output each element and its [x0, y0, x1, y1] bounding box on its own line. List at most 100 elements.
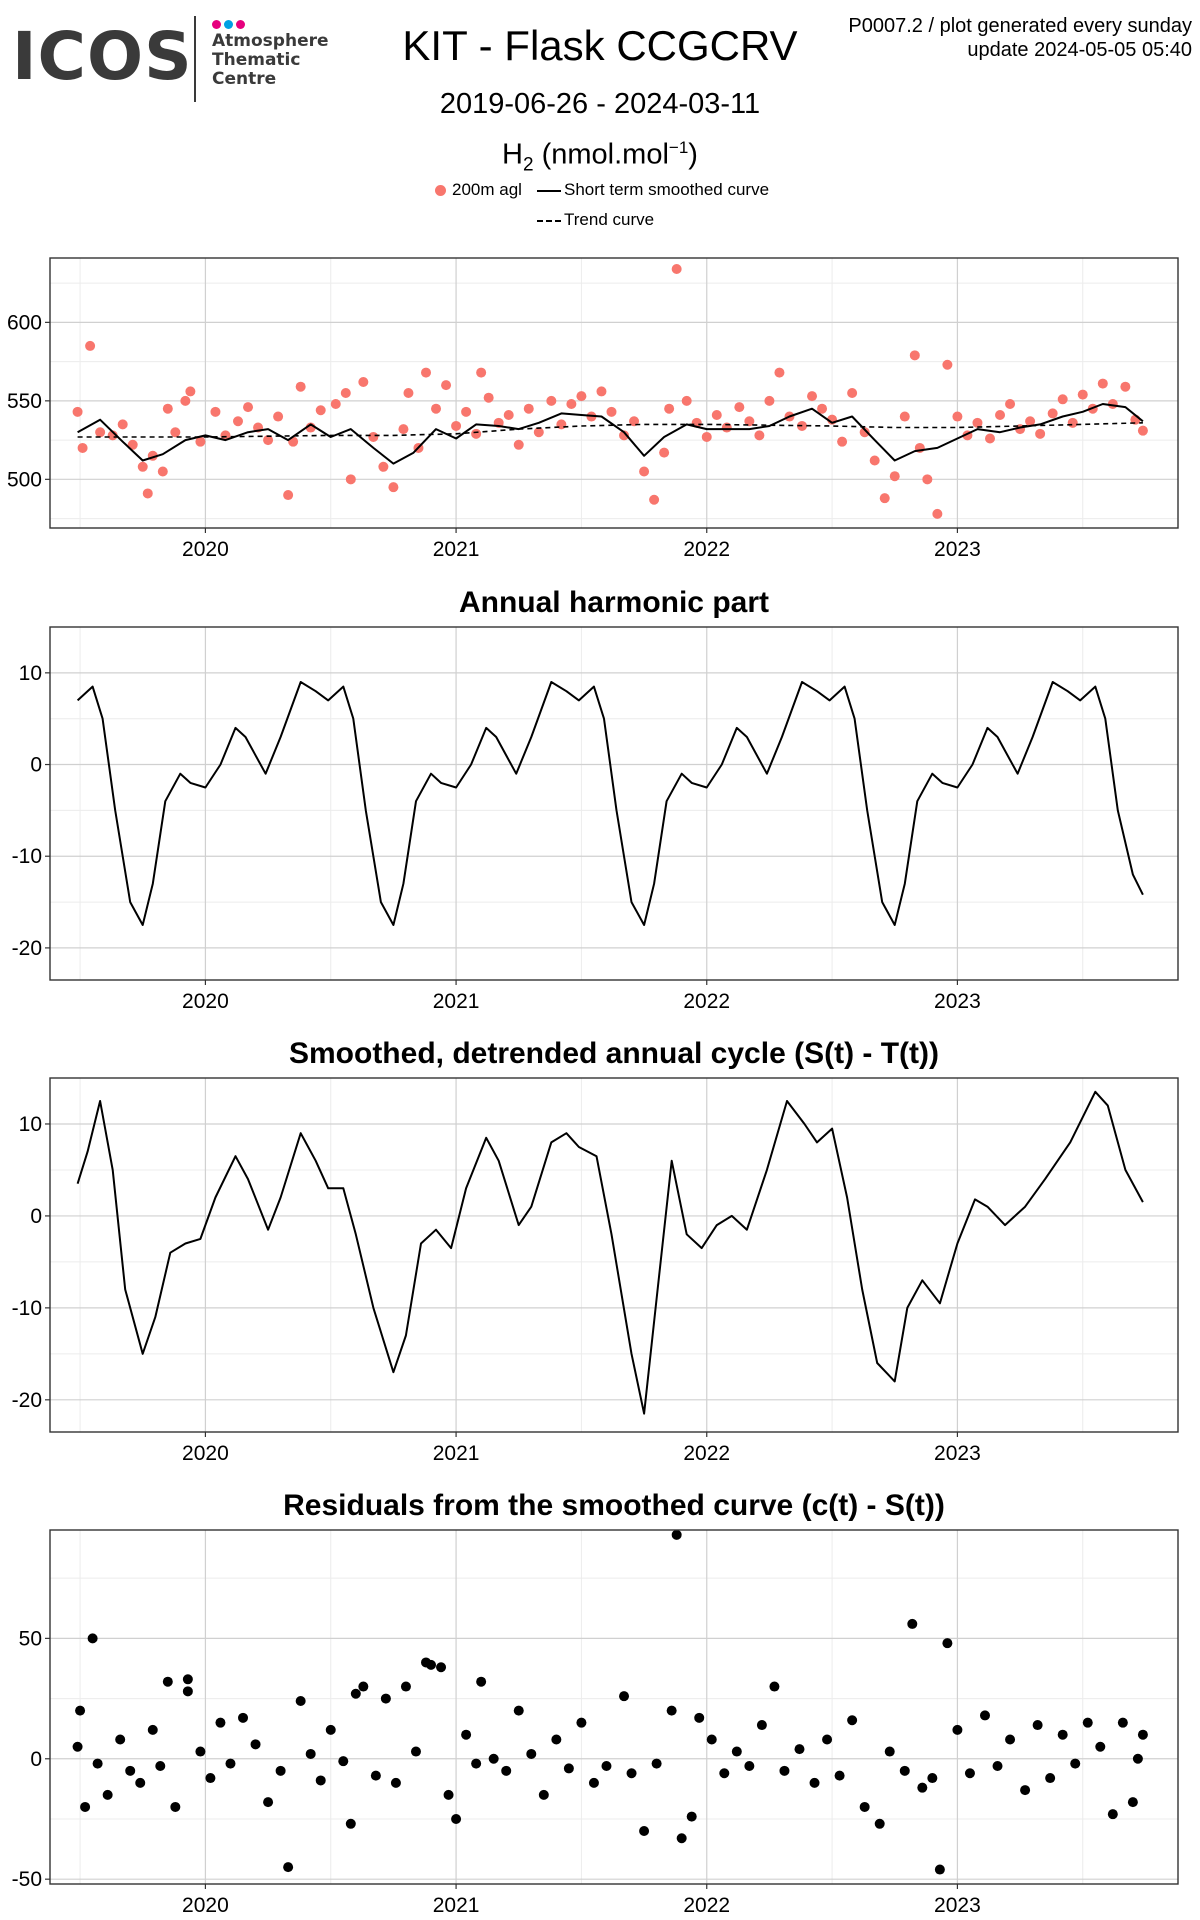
data-point: [884, 1746, 895, 1757]
x-tick-label: 2023: [934, 538, 981, 561]
data-point: [1005, 398, 1016, 409]
data-point: [964, 1768, 975, 1779]
data-point: [917, 1782, 928, 1793]
x-tick-label: 2022: [683, 990, 730, 1013]
data-point: [368, 431, 379, 442]
data-point: [927, 1773, 938, 1784]
data-point: [162, 1676, 173, 1687]
data-point: [170, 1801, 181, 1812]
data-point: [784, 411, 795, 422]
data-point: [107, 430, 118, 441]
data-point: [443, 1789, 454, 1800]
data-point: [1015, 424, 1026, 435]
data-point: [952, 1724, 963, 1735]
legend-item-trend: Trend curve: [537, 210, 654, 230]
data-point: [914, 442, 925, 453]
data-point: [1107, 398, 1118, 409]
data-point: [147, 450, 158, 461]
data-point: [992, 1761, 1003, 1771]
data-point: [1117, 1717, 1128, 1728]
legend-item-smooth: Short term smoothed curve: [537, 180, 769, 200]
data-point: [358, 1681, 369, 1692]
y-tick-label: 0: [30, 754, 42, 777]
units-subscript: 2: [522, 154, 534, 176]
data-point: [934, 1864, 945, 1875]
legend-label-smooth: Short term smoothed curve: [564, 180, 770, 199]
data-point: [932, 508, 943, 519]
data-point: [659, 447, 670, 458]
data-point: [889, 471, 900, 482]
data-point: [619, 430, 630, 441]
data-point: [859, 427, 870, 438]
data-point: [1020, 1785, 1031, 1796]
data-point: [421, 367, 431, 378]
data-point: [338, 1756, 349, 1767]
data-point: [764, 395, 775, 406]
logo-dots-icon: [212, 16, 248, 34]
data-point: [731, 1746, 742, 1757]
data-point: [1107, 1809, 1118, 1820]
data-point: [734, 402, 745, 413]
data-point: [421, 1657, 431, 1668]
series-line-dashed: [77, 422, 1143, 438]
data-point: [75, 1705, 86, 1716]
data-point: [972, 417, 983, 428]
data-point: [125, 1765, 136, 1776]
chart-panel-residuals: -50 0 50 2020 2021 2022 2023 Residuals from the…: [12, 1489, 1179, 1917]
data-point: [142, 488, 153, 499]
x-tick-label: 2021: [433, 990, 480, 1013]
data-point: [345, 1818, 356, 1829]
logo-dot-1: [212, 20, 221, 29]
series-line-solid: [76, 1090, 1144, 1415]
data-point: [649, 494, 660, 505]
logo-dot-2: [224, 20, 233, 29]
data-point: [869, 455, 880, 466]
data-point: [233, 416, 243, 427]
data-point: [1067, 417, 1078, 428]
data-point: [952, 411, 963, 422]
x-tick-label: 2021: [433, 1894, 480, 1917]
data-point: [1127, 1797, 1138, 1808]
data-point: [817, 403, 828, 414]
data-point: [526, 1748, 537, 1759]
units-label: H2 (nmol.mol−1): [350, 138, 850, 176]
data-point: [922, 474, 933, 485]
data-point: [706, 1734, 717, 1745]
y-tick-label: 0: [30, 1205, 42, 1228]
data-point: [155, 1761, 166, 1771]
data-point: [72, 406, 83, 417]
data-point: [117, 419, 128, 430]
data-point: [370, 1770, 381, 1781]
data-point: [551, 1734, 562, 1745]
legend-label-points: 200m agl: [452, 180, 522, 199]
data-point: [797, 420, 807, 431]
logo-line-2: Thematic: [212, 50, 301, 70]
data-point: [378, 461, 389, 472]
data-point: [180, 395, 191, 406]
data-point: [744, 1761, 755, 1771]
x-tick-label: 2020: [182, 538, 229, 561]
data-point: [182, 1674, 193, 1685]
data-point: [283, 490, 294, 501]
data-point: [711, 409, 722, 420]
data-point: [629, 416, 640, 427]
logo-line-3: Centre: [212, 69, 277, 89]
legend-line-icon: [537, 189, 561, 192]
data-point: [400, 1681, 411, 1692]
y-tick-label: -20: [12, 937, 42, 960]
data-point: [305, 1748, 316, 1759]
data-point: [671, 263, 682, 274]
data-point: [85, 340, 96, 351]
data-point: [340, 388, 351, 398]
data-point: [809, 1777, 820, 1788]
header: ICOS Atmosphere Thematic Centre KIT - Fl…: [0, 0, 1200, 250]
data-point: [1132, 1753, 1143, 1764]
data-point: [847, 1715, 858, 1726]
x-tick-label: 2023: [934, 1442, 981, 1465]
data-point: [513, 439, 524, 450]
y-tick-label: 500: [7, 468, 42, 491]
data-point: [691, 417, 702, 428]
data-point: [380, 1693, 391, 1704]
data-point: [182, 1686, 193, 1697]
data-point: [451, 420, 462, 431]
